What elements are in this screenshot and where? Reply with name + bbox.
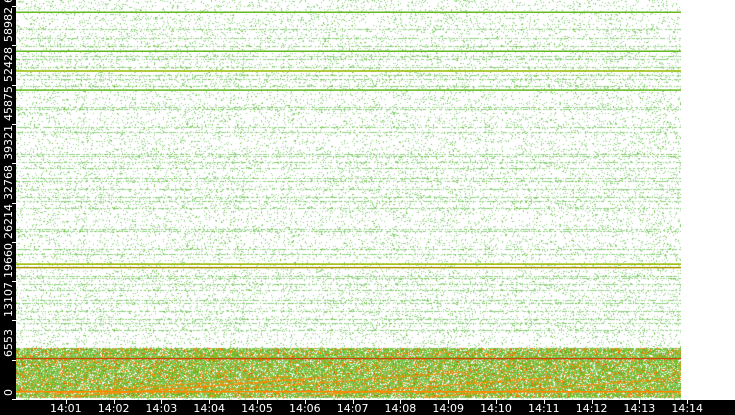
y-tick-label: 45875 <box>2 85 15 121</box>
x-tick-label: 14:07 <box>336 402 369 415</box>
x-tick-label: 14:04 <box>193 402 226 415</box>
y-tick-label: 6553 <box>2 328 15 357</box>
x-tick <box>543 400 545 404</box>
y-tick <box>12 6 16 7</box>
x-tick <box>591 400 593 404</box>
x-tick <box>161 400 163 404</box>
x-tick-label: 14:05 <box>241 402 273 415</box>
x-tick-label: 14:02 <box>97 402 130 415</box>
x-tick-label: 14:08 <box>384 402 417 415</box>
x-tick <box>257 400 258 404</box>
x-tick-label: 14:14 <box>671 402 704 415</box>
x-tick-label: 14:10 <box>480 402 512 415</box>
x-tick-label: 14:11 <box>527 402 560 415</box>
x-tick <box>304 400 306 404</box>
y-tick-label: 65536 <box>2 0 15 3</box>
y-axis <box>0 0 16 415</box>
y-tick-label: 58982 <box>2 7 15 43</box>
x-tick <box>639 400 641 404</box>
y-tick <box>12 45 16 47</box>
y-tick-label: 13107 <box>2 282 15 318</box>
x-tick <box>687 400 689 404</box>
y-tick <box>12 359 16 361</box>
x-tick <box>400 400 402 404</box>
y-tick-label: 32768 <box>2 164 15 200</box>
x-tick <box>113 400 115 404</box>
y-tick <box>12 320 16 322</box>
y-tick <box>12 202 16 204</box>
y-tick <box>12 123 16 125</box>
y-tick <box>12 399 16 400</box>
y-tick <box>12 241 16 243</box>
x-tick-label: 14:12 <box>575 402 608 415</box>
x-tick-label: 14:06 <box>288 402 321 415</box>
x-tick <box>209 400 211 404</box>
y-tick-label: 26214 <box>2 203 15 239</box>
x-tick-label: 14:09 <box>432 402 465 415</box>
y-tick-label: 0 <box>2 389 15 396</box>
x-tick-label: 14:13 <box>623 402 656 415</box>
y-tick <box>12 163 16 165</box>
y-tick <box>12 84 16 86</box>
plot-area <box>16 0 681 400</box>
x-tick <box>65 400 67 404</box>
x-tick <box>448 400 450 404</box>
x-tick-label: 14:03 <box>145 402 178 415</box>
x-tick <box>496 400 497 404</box>
y-tick <box>12 281 16 283</box>
y-tick-label: 39321 <box>2 125 15 161</box>
y-tick-label: 52428 <box>2 46 15 82</box>
x-tick <box>352 400 354 404</box>
x-axis <box>0 400 735 415</box>
y-tick-label: 19660 <box>2 243 15 279</box>
x-tick-label: 14:01 <box>49 402 82 415</box>
